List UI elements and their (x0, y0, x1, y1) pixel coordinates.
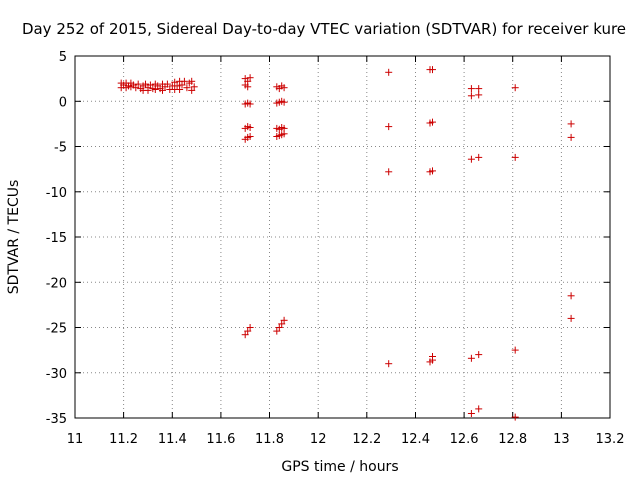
data-point (511, 84, 519, 92)
data-point (132, 84, 140, 92)
data-point (280, 316, 288, 324)
data-points (117, 66, 575, 421)
data-point (188, 86, 196, 94)
data-point (280, 98, 288, 106)
data-point (273, 327, 281, 335)
x-tick-label: 12.4 (401, 432, 430, 447)
data-point (429, 167, 436, 175)
y-tick-label: -30 (46, 367, 67, 382)
data-point (429, 118, 436, 126)
data-point (511, 153, 519, 161)
data-point (151, 86, 159, 93)
data-point (246, 324, 254, 331)
data-point (280, 84, 288, 92)
data-point (467, 354, 475, 362)
y-tick-label: 0 (59, 95, 67, 110)
grid (75, 56, 610, 418)
data-point (475, 91, 483, 99)
data-point (159, 86, 166, 94)
x-tick-label: 12.6 (450, 432, 479, 447)
data-point (511, 346, 519, 354)
data-point (385, 168, 393, 176)
x-tick-label: 13.2 (596, 432, 625, 447)
data-point (275, 324, 283, 331)
x-tick-label: 11.6 (206, 432, 235, 447)
y-tick-label: 5 (59, 50, 67, 65)
data-point (176, 86, 184, 93)
data-point (246, 74, 254, 82)
y-tick-label: -35 (46, 412, 67, 427)
y-tick-label: -10 (46, 186, 67, 201)
data-point (173, 82, 181, 90)
data-point (429, 66, 436, 74)
data-point (467, 92, 475, 100)
data-point (475, 85, 483, 93)
x-tick-label: 12.8 (498, 432, 527, 447)
data-point (134, 80, 142, 88)
data-point (567, 120, 575, 128)
data-point (385, 68, 393, 76)
y-tick-label: -25 (46, 322, 67, 337)
data-point (567, 314, 575, 322)
data-point (246, 133, 254, 140)
data-point (246, 124, 254, 131)
data-point (241, 331, 249, 339)
data-point (163, 80, 171, 88)
data-point (244, 327, 252, 335)
x-tick-label: 12.2 (352, 432, 381, 447)
data-point (385, 123, 393, 131)
data-point (467, 85, 475, 93)
data-point (429, 353, 436, 360)
data-point (180, 77, 188, 85)
data-point (244, 83, 252, 91)
y-tick-label: -20 (46, 276, 67, 291)
x-tick-label: 11.8 (255, 432, 284, 447)
data-point (190, 83, 198, 91)
chart-title: Day 252 of 2015, Sidereal Day-to-day VTE… (22, 20, 626, 38)
data-point (475, 351, 483, 359)
data-point (246, 100, 254, 108)
x-tick-label: 11 (67, 432, 84, 447)
data-point (385, 360, 393, 368)
data-point (178, 81, 186, 89)
x-tick-label: 12 (310, 432, 327, 447)
data-point (567, 292, 575, 300)
x-tick-label: 11.2 (109, 432, 138, 447)
data-point (183, 84, 191, 92)
data-point (511, 413, 519, 421)
data-point (188, 77, 196, 85)
y-tick-label: -15 (46, 231, 67, 246)
data-point (278, 320, 286, 328)
data-point (567, 133, 575, 141)
data-point (467, 410, 475, 417)
data-point (142, 80, 149, 88)
y-axis-label: SDTVAR / TECUs (6, 180, 22, 295)
x-tick-label: 13 (553, 432, 570, 447)
data-point (280, 130, 288, 138)
data-point (146, 81, 154, 89)
axis-ticks (74, 55, 611, 419)
data-point (475, 153, 483, 161)
data-point (171, 78, 179, 86)
x-tick-label: 11.4 (158, 432, 187, 447)
data-point (475, 405, 483, 413)
data-point (144, 86, 152, 94)
tick-labels: 11 11.2 11.4 11.6 11.8 12 12.2 12.4 12.6 12.8 13 13… (46, 50, 625, 447)
y-tick-label: -5 (54, 141, 67, 156)
x-axis-label: GPS time / hours (281, 459, 398, 475)
data-point (467, 155, 475, 163)
